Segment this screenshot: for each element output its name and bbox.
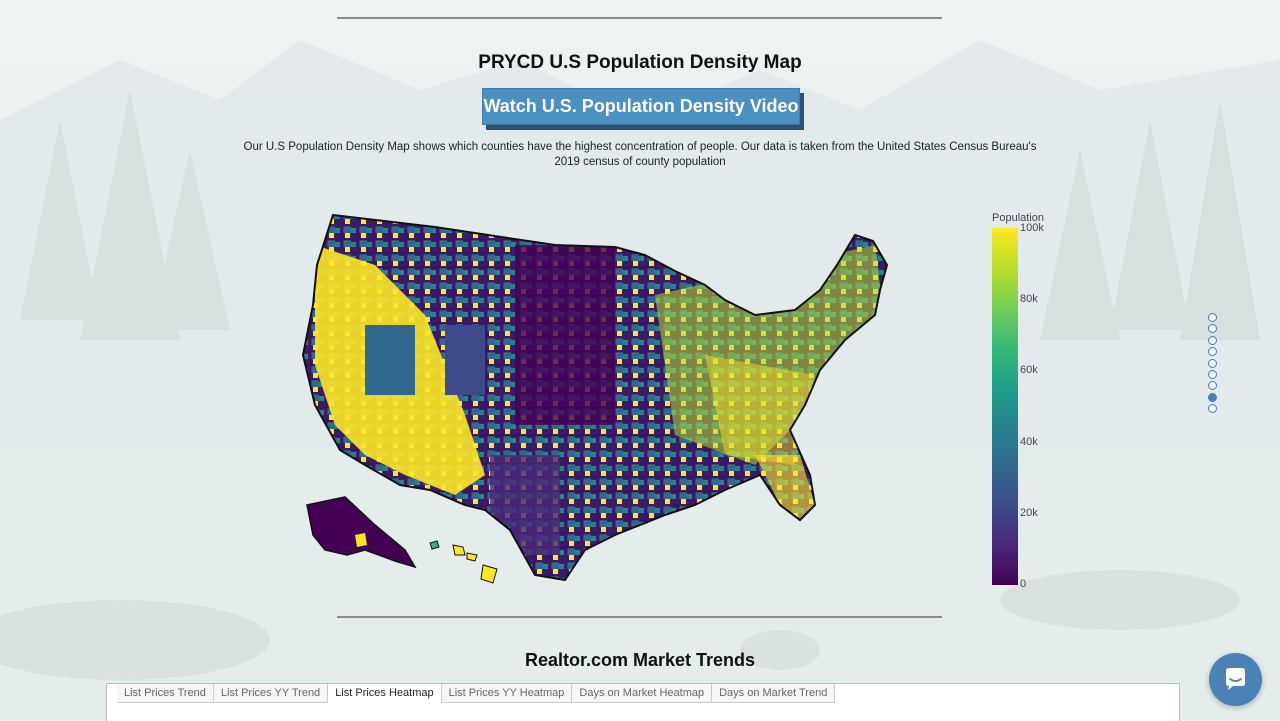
trends-tabs-panel: List Prices Trend List Prices YY Trend Lis… <box>106 683 1180 721</box>
legend-tick: 60k <box>1020 364 1038 376</box>
chat-button[interactable] <box>1209 653 1262 706</box>
pager-dot[interactable] <box>1208 404 1217 414</box>
trends-title: Realtor.com Market Trends <box>524 650 756 670</box>
page-title: PRYCD U.S Population Density Map <box>478 52 802 73</box>
top-divider <box>337 17 942 19</box>
pager-dot[interactable] <box>1208 369 1217 379</box>
pager-dot[interactable] <box>1208 324 1217 334</box>
map-description: Our U.S Population Density Map shows whi… <box>215 140 1065 170</box>
population-colorbar <box>992 228 1018 585</box>
bottom-divider <box>337 616 942 618</box>
legend-title: Population <box>992 212 1044 224</box>
legend-tick: 80k <box>1020 293 1038 305</box>
us-choropleth-map[interactable] <box>255 205 895 585</box>
pager-dot[interactable] <box>1208 335 1217 345</box>
pager-dot[interactable] <box>1208 347 1217 357</box>
legend-tick: 0 <box>1020 578 1027 590</box>
pager-dot[interactable] <box>1208 381 1217 391</box>
tab-list-prices-yy-heatmap[interactable]: List Prices YY Heatmap <box>441 684 573 703</box>
pager-dot[interactable] <box>1208 358 1217 368</box>
tab-list-prices-heatmap[interactable]: List Prices Heatmap <box>328 684 442 703</box>
tab-days-on-market-heatmap[interactable]: Days on Market Heatmap <box>572 684 713 703</box>
pager-dot[interactable] <box>1208 313 1217 322</box>
chat-bubble-icon <box>1226 668 1245 690</box>
legend-tick: 100k <box>1020 222 1044 234</box>
tab-list-prices-trend[interactable]: List Prices Trend <box>117 684 214 703</box>
legend-tick: 40k <box>1020 436 1038 448</box>
section-pager <box>1208 313 1220 416</box>
trends-tab-bar: List Prices Trend List Prices YY Trend Lis… <box>117 684 836 703</box>
description-line-2: 2019 census of county population <box>554 156 726 168</box>
tab-list-prices-yy-trend[interactable]: List Prices YY Trend <box>213 684 329 703</box>
pager-dot[interactable] <box>1208 392 1217 402</box>
watch-video-button[interactable]: Watch U.S. Population Density Video <box>482 88 800 125</box>
tab-days-on-market-trend[interactable]: Days on Market Trend <box>712 684 836 703</box>
description-line-1: Our U.S Population Density Map shows whi… <box>243 141 1037 153</box>
legend-tick: 20k <box>1020 507 1038 519</box>
